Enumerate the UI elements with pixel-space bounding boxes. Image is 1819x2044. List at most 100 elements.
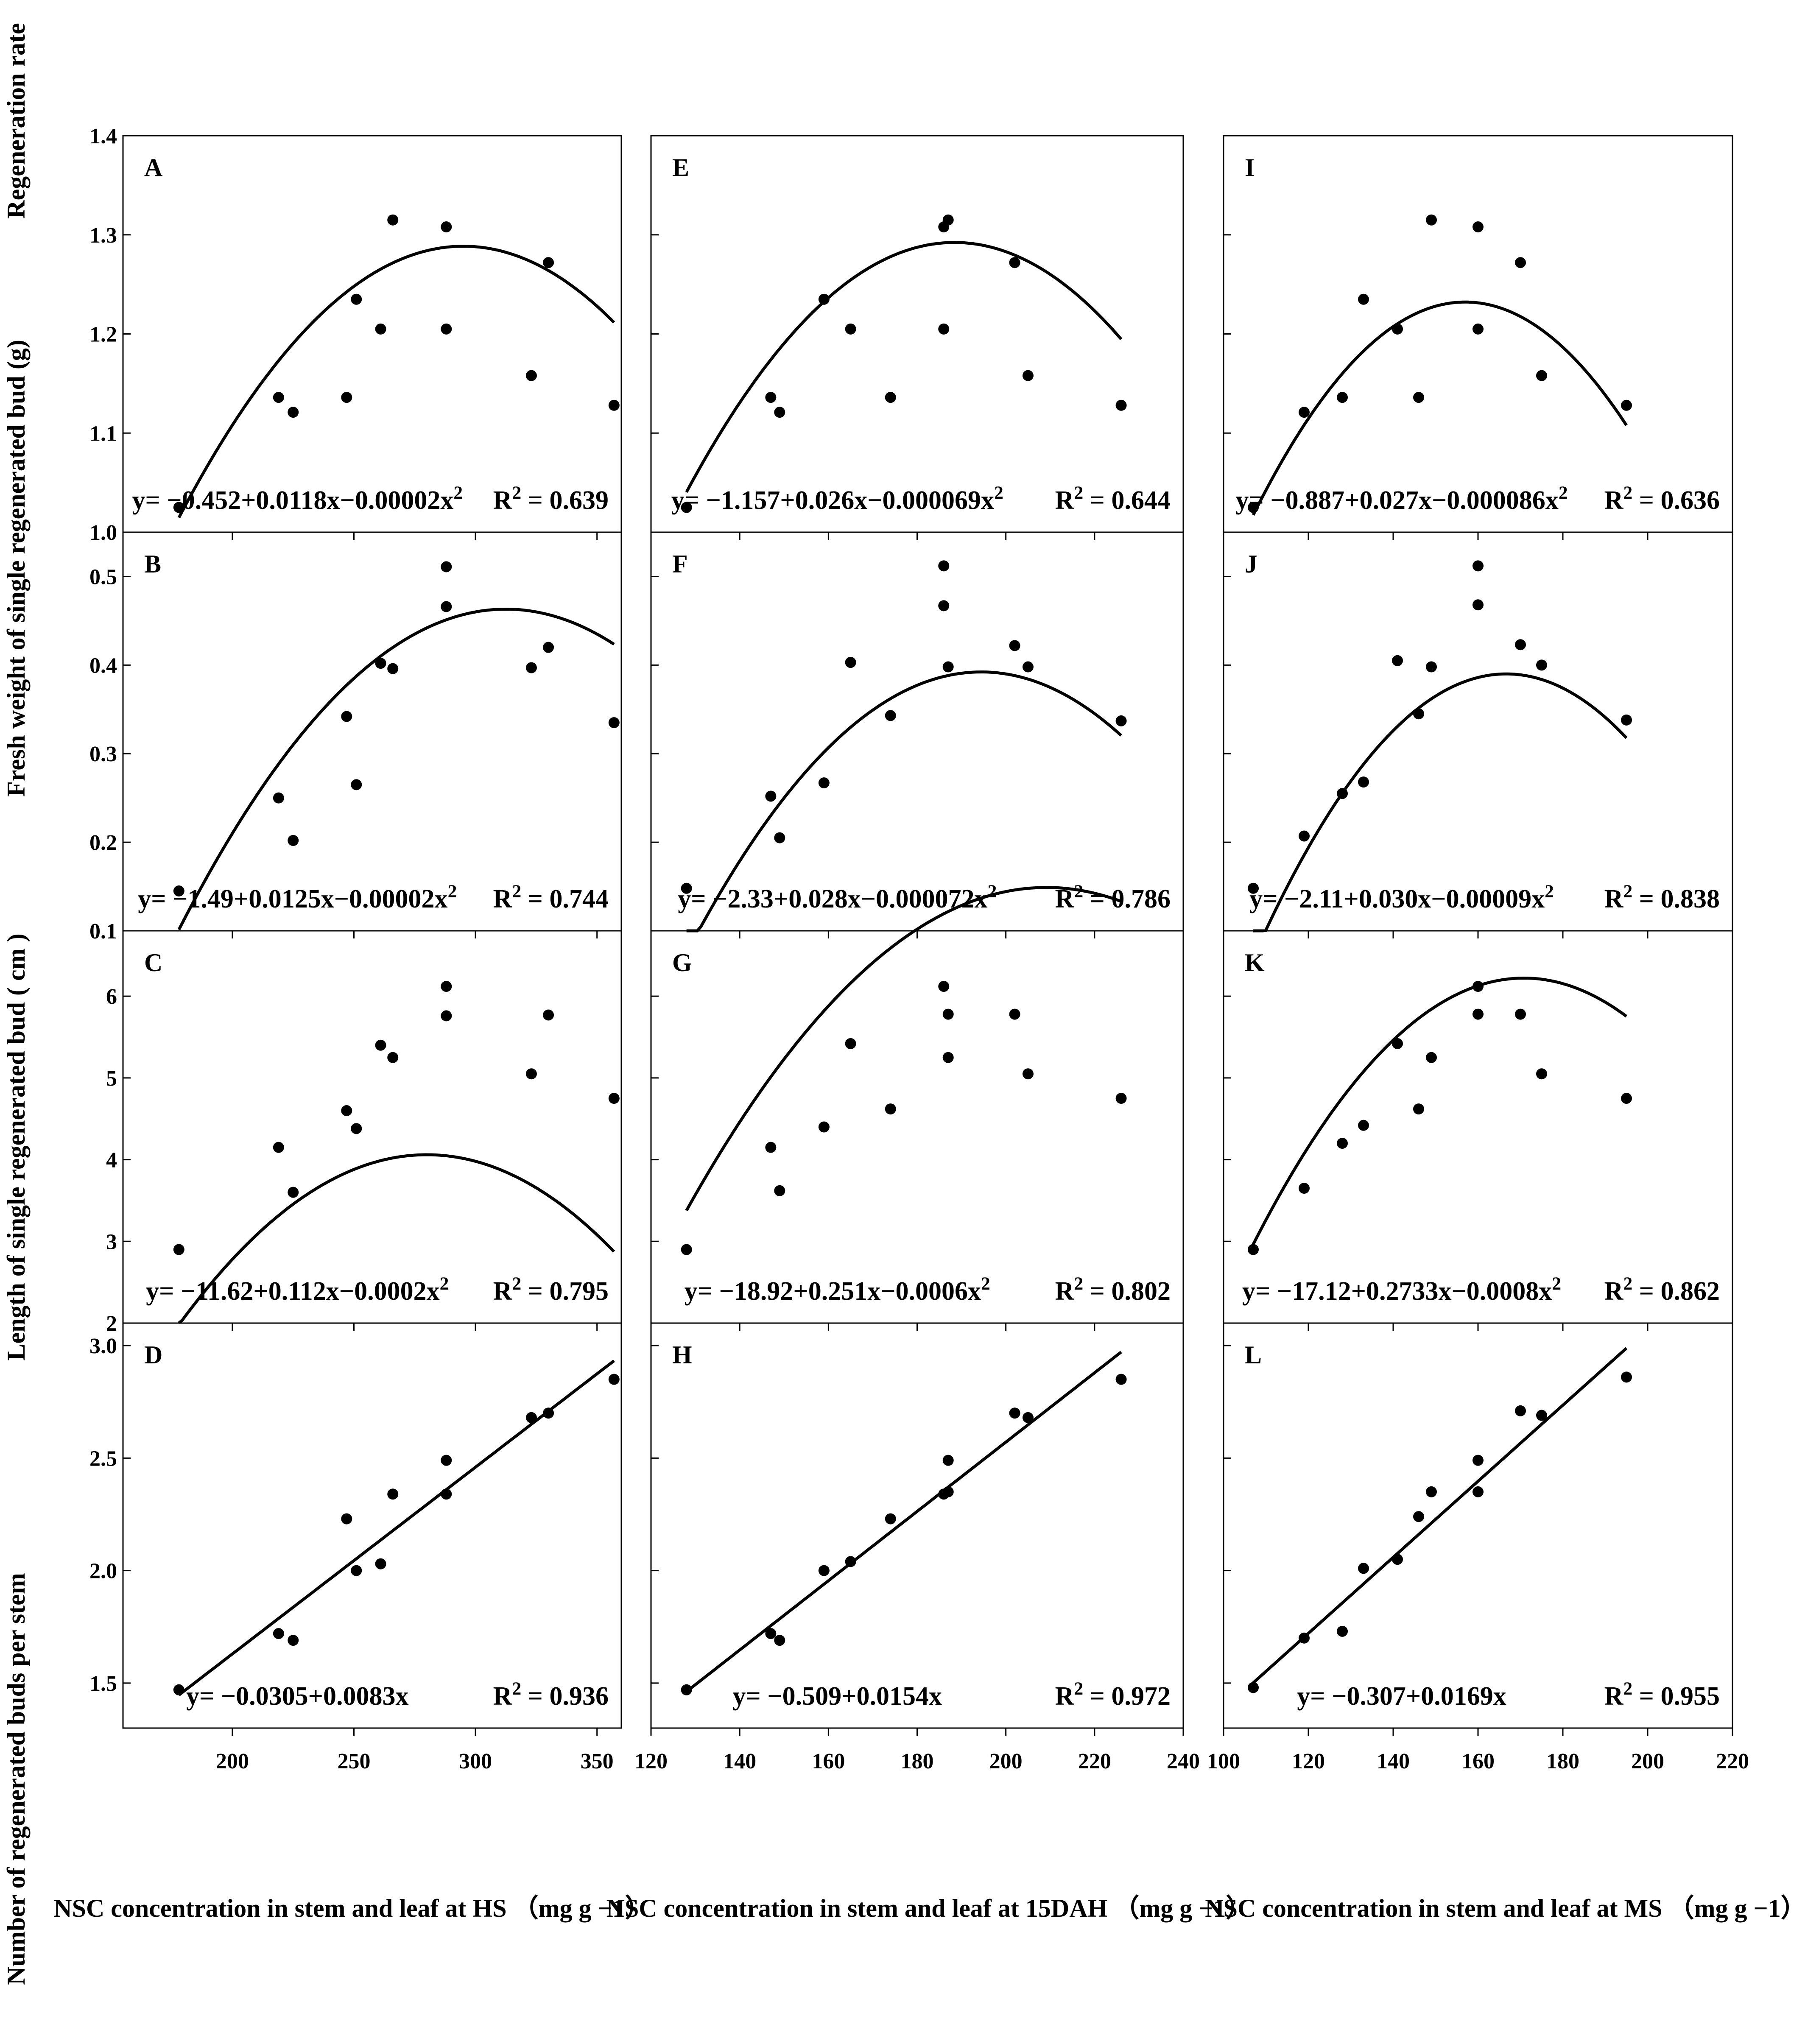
data-point xyxy=(818,777,830,789)
data-point xyxy=(1358,776,1369,788)
data-point xyxy=(1515,257,1526,268)
data-point xyxy=(375,1558,386,1569)
r-squared: R2 = 0.972 xyxy=(1055,1678,1171,1711)
data-point xyxy=(441,221,452,233)
data-point xyxy=(1299,1632,1310,1644)
data-point xyxy=(1248,502,1259,513)
data-point xyxy=(818,1121,830,1133)
data-point xyxy=(1473,981,1484,992)
data-point xyxy=(441,1455,452,1466)
data-point xyxy=(1009,257,1020,268)
data-point xyxy=(942,1455,954,1466)
data-point xyxy=(818,293,830,305)
r-squared: R2 = 0.838 xyxy=(1604,881,1720,913)
y-tick-label: 0.4 xyxy=(89,653,117,678)
fit-curve xyxy=(178,1153,615,1324)
data-point xyxy=(765,392,777,403)
y-tick-label: 3.0 xyxy=(89,1334,117,1358)
data-point xyxy=(1473,221,1484,233)
data-point xyxy=(341,1513,352,1525)
data-point xyxy=(1473,599,1484,611)
data-point xyxy=(1426,1486,1437,1497)
x-tick-label: 350 xyxy=(581,1749,614,1773)
data-point xyxy=(1337,1625,1348,1637)
panel-j: Jy= −2.11+0.030x−0.00009x2 R2 = 0.838 xyxy=(1223,531,1733,938)
y-label-regeneration-rate: Regeneration rate xyxy=(2,23,30,218)
data-point xyxy=(441,1488,452,1500)
data-point xyxy=(1358,1120,1369,1131)
panel-label: J xyxy=(1245,550,1257,578)
data-point xyxy=(1473,323,1484,335)
data-point xyxy=(1392,1554,1403,1565)
data-point xyxy=(173,502,184,513)
data-point xyxy=(942,1486,954,1497)
data-point xyxy=(525,1412,537,1423)
data-point xyxy=(341,392,352,403)
data-point xyxy=(1022,1412,1034,1423)
x-label-15dah: NSC concentration in stem and leaf at 15… xyxy=(606,1894,1252,1922)
y-tick-label: 1.0 xyxy=(89,521,117,545)
panel-label: C xyxy=(144,949,162,977)
r-squared: R2 = 0.936 xyxy=(493,1678,609,1711)
data-point xyxy=(885,1103,896,1115)
x-tick-label: 140 xyxy=(1377,1749,1410,1773)
data-point xyxy=(608,399,620,411)
data-point xyxy=(288,1187,299,1198)
plot-frame xyxy=(650,1322,1184,1729)
panel-label: A xyxy=(144,154,162,182)
data-point xyxy=(1515,1008,1526,1020)
x-tick-label: 180 xyxy=(1546,1749,1579,1773)
data-point xyxy=(885,710,896,721)
y-tick-label: 0.1 xyxy=(89,919,117,944)
data-point xyxy=(1009,1407,1020,1419)
data-point xyxy=(441,601,452,612)
r-squared: R2 = 0.955 xyxy=(1604,1678,1720,1711)
data-point xyxy=(288,407,299,418)
data-point xyxy=(351,1565,362,1576)
y-tick-label: 0.3 xyxy=(89,742,117,766)
fit-equation: y= −0.887+0.027x−0.000086x2 xyxy=(1235,483,1568,515)
fit-equation: y= −1.49+0.0125x−0.00002x2 xyxy=(138,881,457,913)
data-point xyxy=(1299,830,1310,842)
data-point xyxy=(1413,1511,1424,1522)
data-point xyxy=(441,981,452,992)
data-point xyxy=(387,663,399,674)
data-point xyxy=(1473,1486,1484,1497)
data-point xyxy=(1413,1103,1424,1115)
data-point xyxy=(885,392,896,403)
data-point xyxy=(1536,659,1547,671)
fit-curve xyxy=(685,886,1122,1212)
data-point xyxy=(681,502,692,513)
data-point xyxy=(885,1513,896,1525)
data-point xyxy=(845,1556,856,1567)
r-squared: R2 = 0.744 xyxy=(493,881,609,913)
data-point xyxy=(942,1052,954,1063)
x-tick-label: 120 xyxy=(1292,1749,1325,1773)
y-tick-label: 1.1 xyxy=(89,422,117,446)
y-tick-label: 2.0 xyxy=(89,1559,117,1583)
data-point xyxy=(1248,882,1259,894)
r-squared: R2 = 0.639 xyxy=(493,483,609,515)
data-point xyxy=(1299,407,1310,418)
data-point xyxy=(288,835,299,846)
y-tick-label: 1.5 xyxy=(89,1672,117,1696)
data-point xyxy=(543,1009,554,1021)
fit-curve xyxy=(1253,672,1628,933)
data-point xyxy=(543,642,554,653)
data-point xyxy=(1009,640,1020,651)
data-point xyxy=(1621,1371,1632,1383)
data-point xyxy=(1337,788,1348,799)
data-point xyxy=(375,323,386,335)
x-tick-label: 100 xyxy=(1207,1749,1240,1773)
data-point xyxy=(1413,708,1424,720)
data-point xyxy=(681,882,692,894)
data-point xyxy=(608,1093,620,1104)
x-tick-label: 160 xyxy=(812,1749,845,1773)
data-point xyxy=(1515,1405,1526,1416)
x-tick-label: 250 xyxy=(338,1749,371,1773)
x-tick-label: 140 xyxy=(723,1749,756,1773)
fit-curve xyxy=(178,1360,615,1696)
data-point xyxy=(845,323,856,335)
data-point xyxy=(525,370,537,381)
data-point xyxy=(1022,661,1034,673)
